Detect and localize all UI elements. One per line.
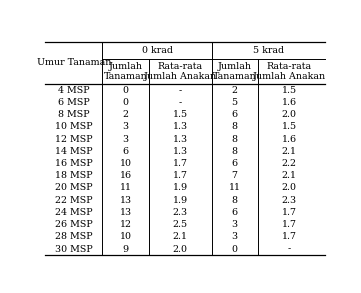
Text: 6: 6 <box>122 147 129 156</box>
Text: 0: 0 <box>123 98 129 107</box>
Text: 2.5: 2.5 <box>173 220 188 229</box>
Text: 8: 8 <box>232 147 238 156</box>
Text: 9: 9 <box>122 245 129 253</box>
Text: Umur Tanaman: Umur Tanaman <box>36 59 111 67</box>
Text: 1.6: 1.6 <box>282 98 297 107</box>
Text: 8: 8 <box>232 134 238 144</box>
Text: 5 krad: 5 krad <box>253 46 284 55</box>
Text: 2.0: 2.0 <box>282 110 297 119</box>
Text: 1.7: 1.7 <box>282 232 297 241</box>
Text: 16 MSP: 16 MSP <box>55 159 93 168</box>
Text: 8 MSP: 8 MSP <box>58 110 90 119</box>
Text: 6: 6 <box>232 110 238 119</box>
Text: 13: 13 <box>119 208 132 217</box>
Text: 24 MSP: 24 MSP <box>55 208 93 217</box>
Text: 3: 3 <box>122 122 129 131</box>
Text: 16: 16 <box>119 171 132 180</box>
Text: 30 MSP: 30 MSP <box>55 245 93 253</box>
Text: 10 MSP: 10 MSP <box>55 122 93 131</box>
Text: Rata-rata
Jumlah Anakan: Rata-rata Jumlah Anakan <box>253 62 326 81</box>
Text: 6: 6 <box>232 159 238 168</box>
Text: 3: 3 <box>122 134 129 144</box>
Text: Rata-rata
Jumlah Anakan: Rata-rata Jumlah Anakan <box>144 62 217 81</box>
Text: 1.3: 1.3 <box>173 147 188 156</box>
Text: 1.9: 1.9 <box>173 183 188 193</box>
Text: 6 MSP: 6 MSP <box>58 98 90 107</box>
Text: 1.3: 1.3 <box>173 134 188 144</box>
Text: 8: 8 <box>232 122 238 131</box>
Text: 2.0: 2.0 <box>173 245 188 253</box>
Text: 1.7: 1.7 <box>173 171 188 180</box>
Text: 10: 10 <box>119 159 131 168</box>
Text: 1.5: 1.5 <box>282 86 297 95</box>
Text: 12 MSP: 12 MSP <box>55 134 93 144</box>
Text: 2.1: 2.1 <box>282 147 297 156</box>
Text: 1.6: 1.6 <box>282 134 297 144</box>
Text: 2: 2 <box>123 110 129 119</box>
Text: 1.9: 1.9 <box>173 196 188 205</box>
Text: 0: 0 <box>123 86 129 95</box>
Text: 3: 3 <box>232 220 238 229</box>
Text: 2: 2 <box>232 86 238 95</box>
Text: 0: 0 <box>232 245 238 253</box>
Text: 11: 11 <box>119 183 131 193</box>
Text: 1.5: 1.5 <box>173 110 188 119</box>
Text: 2.1: 2.1 <box>282 171 297 180</box>
Text: 10: 10 <box>119 232 131 241</box>
Text: 22 MSP: 22 MSP <box>55 196 93 205</box>
Text: Jumlah
Tanaman: Jumlah Tanaman <box>104 62 147 81</box>
Text: 2.0: 2.0 <box>282 183 297 193</box>
Text: 0 krad: 0 krad <box>142 46 173 55</box>
Text: 26 MSP: 26 MSP <box>55 220 93 229</box>
Text: 1.7: 1.7 <box>173 159 188 168</box>
Text: 7: 7 <box>232 171 238 180</box>
Text: 2.2: 2.2 <box>282 159 297 168</box>
Text: 1.7: 1.7 <box>282 220 297 229</box>
Text: 12: 12 <box>119 220 131 229</box>
Text: 20 MSP: 20 MSP <box>55 183 93 193</box>
Text: 2.1: 2.1 <box>173 232 188 241</box>
Text: 3: 3 <box>232 232 238 241</box>
Text: -: - <box>288 245 291 253</box>
Text: 4 MSP: 4 MSP <box>58 86 90 95</box>
Text: 1.3: 1.3 <box>173 122 188 131</box>
Text: 5: 5 <box>232 98 238 107</box>
Text: Jumlah
Tanaman: Jumlah Tanaman <box>213 62 257 81</box>
Text: 1.7: 1.7 <box>282 208 297 217</box>
Text: -: - <box>178 86 182 95</box>
Text: 18 MSP: 18 MSP <box>55 171 93 180</box>
Text: 2.3: 2.3 <box>282 196 297 205</box>
Text: 2.3: 2.3 <box>173 208 188 217</box>
Text: 1.5: 1.5 <box>282 122 297 131</box>
Text: -: - <box>178 98 182 107</box>
Text: 14 MSP: 14 MSP <box>55 147 93 156</box>
Text: 11: 11 <box>229 183 241 193</box>
Text: 8: 8 <box>232 196 238 205</box>
Text: 13: 13 <box>119 196 132 205</box>
Text: 6: 6 <box>232 208 238 217</box>
Text: 28 MSP: 28 MSP <box>55 232 93 241</box>
